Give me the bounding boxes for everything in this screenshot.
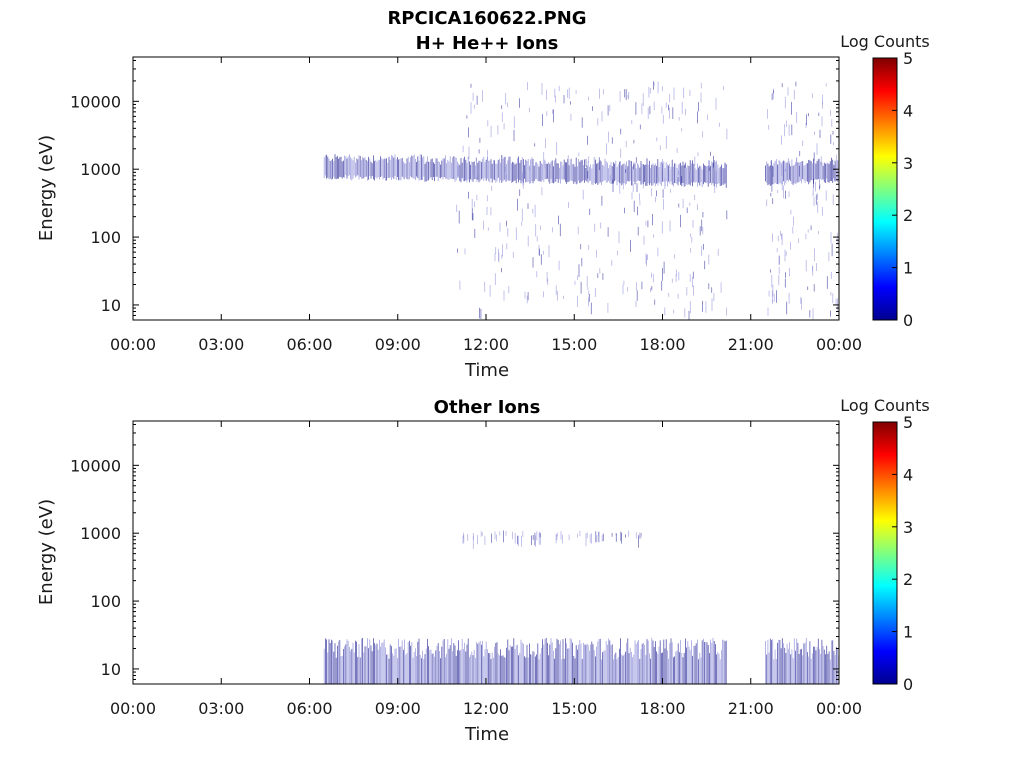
x-tick-label: 15:00 (551, 699, 597, 718)
x-tick-label: 12:00 (463, 335, 509, 354)
y-tick-label: 1000 (80, 524, 121, 543)
x-tick-label: 21:00 (728, 699, 774, 718)
x-tick-label: 00:00 (816, 699, 862, 718)
y-tick-label: 10000 (70, 456, 121, 475)
colorbar-tick-label: 2 (903, 206, 913, 225)
x-axis-ticks: 00:00 03:00 06:00 09:00 12:00 15:00 18:00 21:00… (110, 421, 862, 718)
colorbar-gradient (872, 57, 898, 321)
y-tick-label: 100 (90, 592, 121, 611)
panel-title: Other Ions (434, 397, 541, 418)
x-tick-label: 21:00 (728, 335, 774, 354)
colorbar-tick-label: 0 (903, 311, 913, 330)
y-tick-label: 1000 (80, 160, 121, 179)
spectrogram-area (323, 81, 840, 320)
x-tick-label: 18:00 (639, 699, 685, 718)
colorbar-label: Log Counts (840, 32, 930, 51)
panel-title: H+ He++ Ions (416, 33, 559, 54)
x-axis-label: Time (464, 724, 509, 745)
x-tick-label: 09:00 (375, 335, 421, 354)
colorbar-gradient (872, 421, 898, 685)
x-tick-label: 09:00 (375, 699, 421, 718)
y-tick-label: 10000 (70, 92, 121, 111)
x-tick-label: 00:00 (110, 335, 156, 354)
plot-frame (132, 56, 840, 321)
y-axis-label: Energy (eV) (36, 135, 57, 241)
y-tick-label: 10 (101, 296, 121, 315)
colorbar-tick-label: 3 (903, 518, 913, 537)
y-axis-ticks: 10 100 1000 10000 (70, 59, 839, 321)
x-axis-label: Time (464, 360, 509, 381)
colorbar-tick-label: 1 (903, 623, 913, 642)
x-tick-label: 00:00 (816, 335, 862, 354)
x-tick-label: 03:00 (198, 699, 244, 718)
colorbar-ticks: 0 1 2 3 4 5 (892, 49, 913, 330)
spectrogram-area (323, 530, 840, 684)
x-tick-label: 12:00 (463, 699, 509, 718)
y-axis-ticks: 10 100 1000 10000 (70, 423, 839, 685)
colorbar-tick-label: 4 (903, 101, 913, 120)
y-tick-label: 10 (101, 660, 121, 679)
figure-title: RPCICA160622.PNG (387, 8, 586, 29)
x-tick-label: 06:00 (286, 335, 332, 354)
colorbar-tick-label: 5 (903, 413, 913, 432)
colorbar-tick-label: 3 (903, 154, 913, 173)
x-tick-label: 06:00 (286, 699, 332, 718)
y-axis-label: Energy (eV) (36, 499, 57, 605)
colorbar-tick-label: 4 (903, 465, 913, 484)
x-tick-label: 15:00 (551, 335, 597, 354)
x-axis-ticks: 00:00 03:00 06:00 09:00 12:00 15:00 18:00 21:00… (110, 57, 862, 354)
colorbar-tick-label: 1 (903, 259, 913, 278)
x-tick-label: 18:00 (639, 335, 685, 354)
x-tick-label: 03:00 (198, 335, 244, 354)
colorbar-tick-label: 0 (903, 675, 913, 694)
colorbar-tick-label: 2 (903, 570, 913, 589)
colorbar: Log Counts 0 1 2 3 4 5 (840, 32, 930, 330)
colorbar-label: Log Counts (840, 396, 930, 415)
colorbar-tick-label: 5 (903, 49, 913, 68)
colorbar: Log Counts 0 1 2 3 4 5 (840, 396, 930, 694)
x-tick-label: 00:00 (110, 699, 156, 718)
colorbar-ticks: 0 1 2 3 4 5 (892, 413, 913, 694)
y-tick-label: 100 (90, 228, 121, 247)
